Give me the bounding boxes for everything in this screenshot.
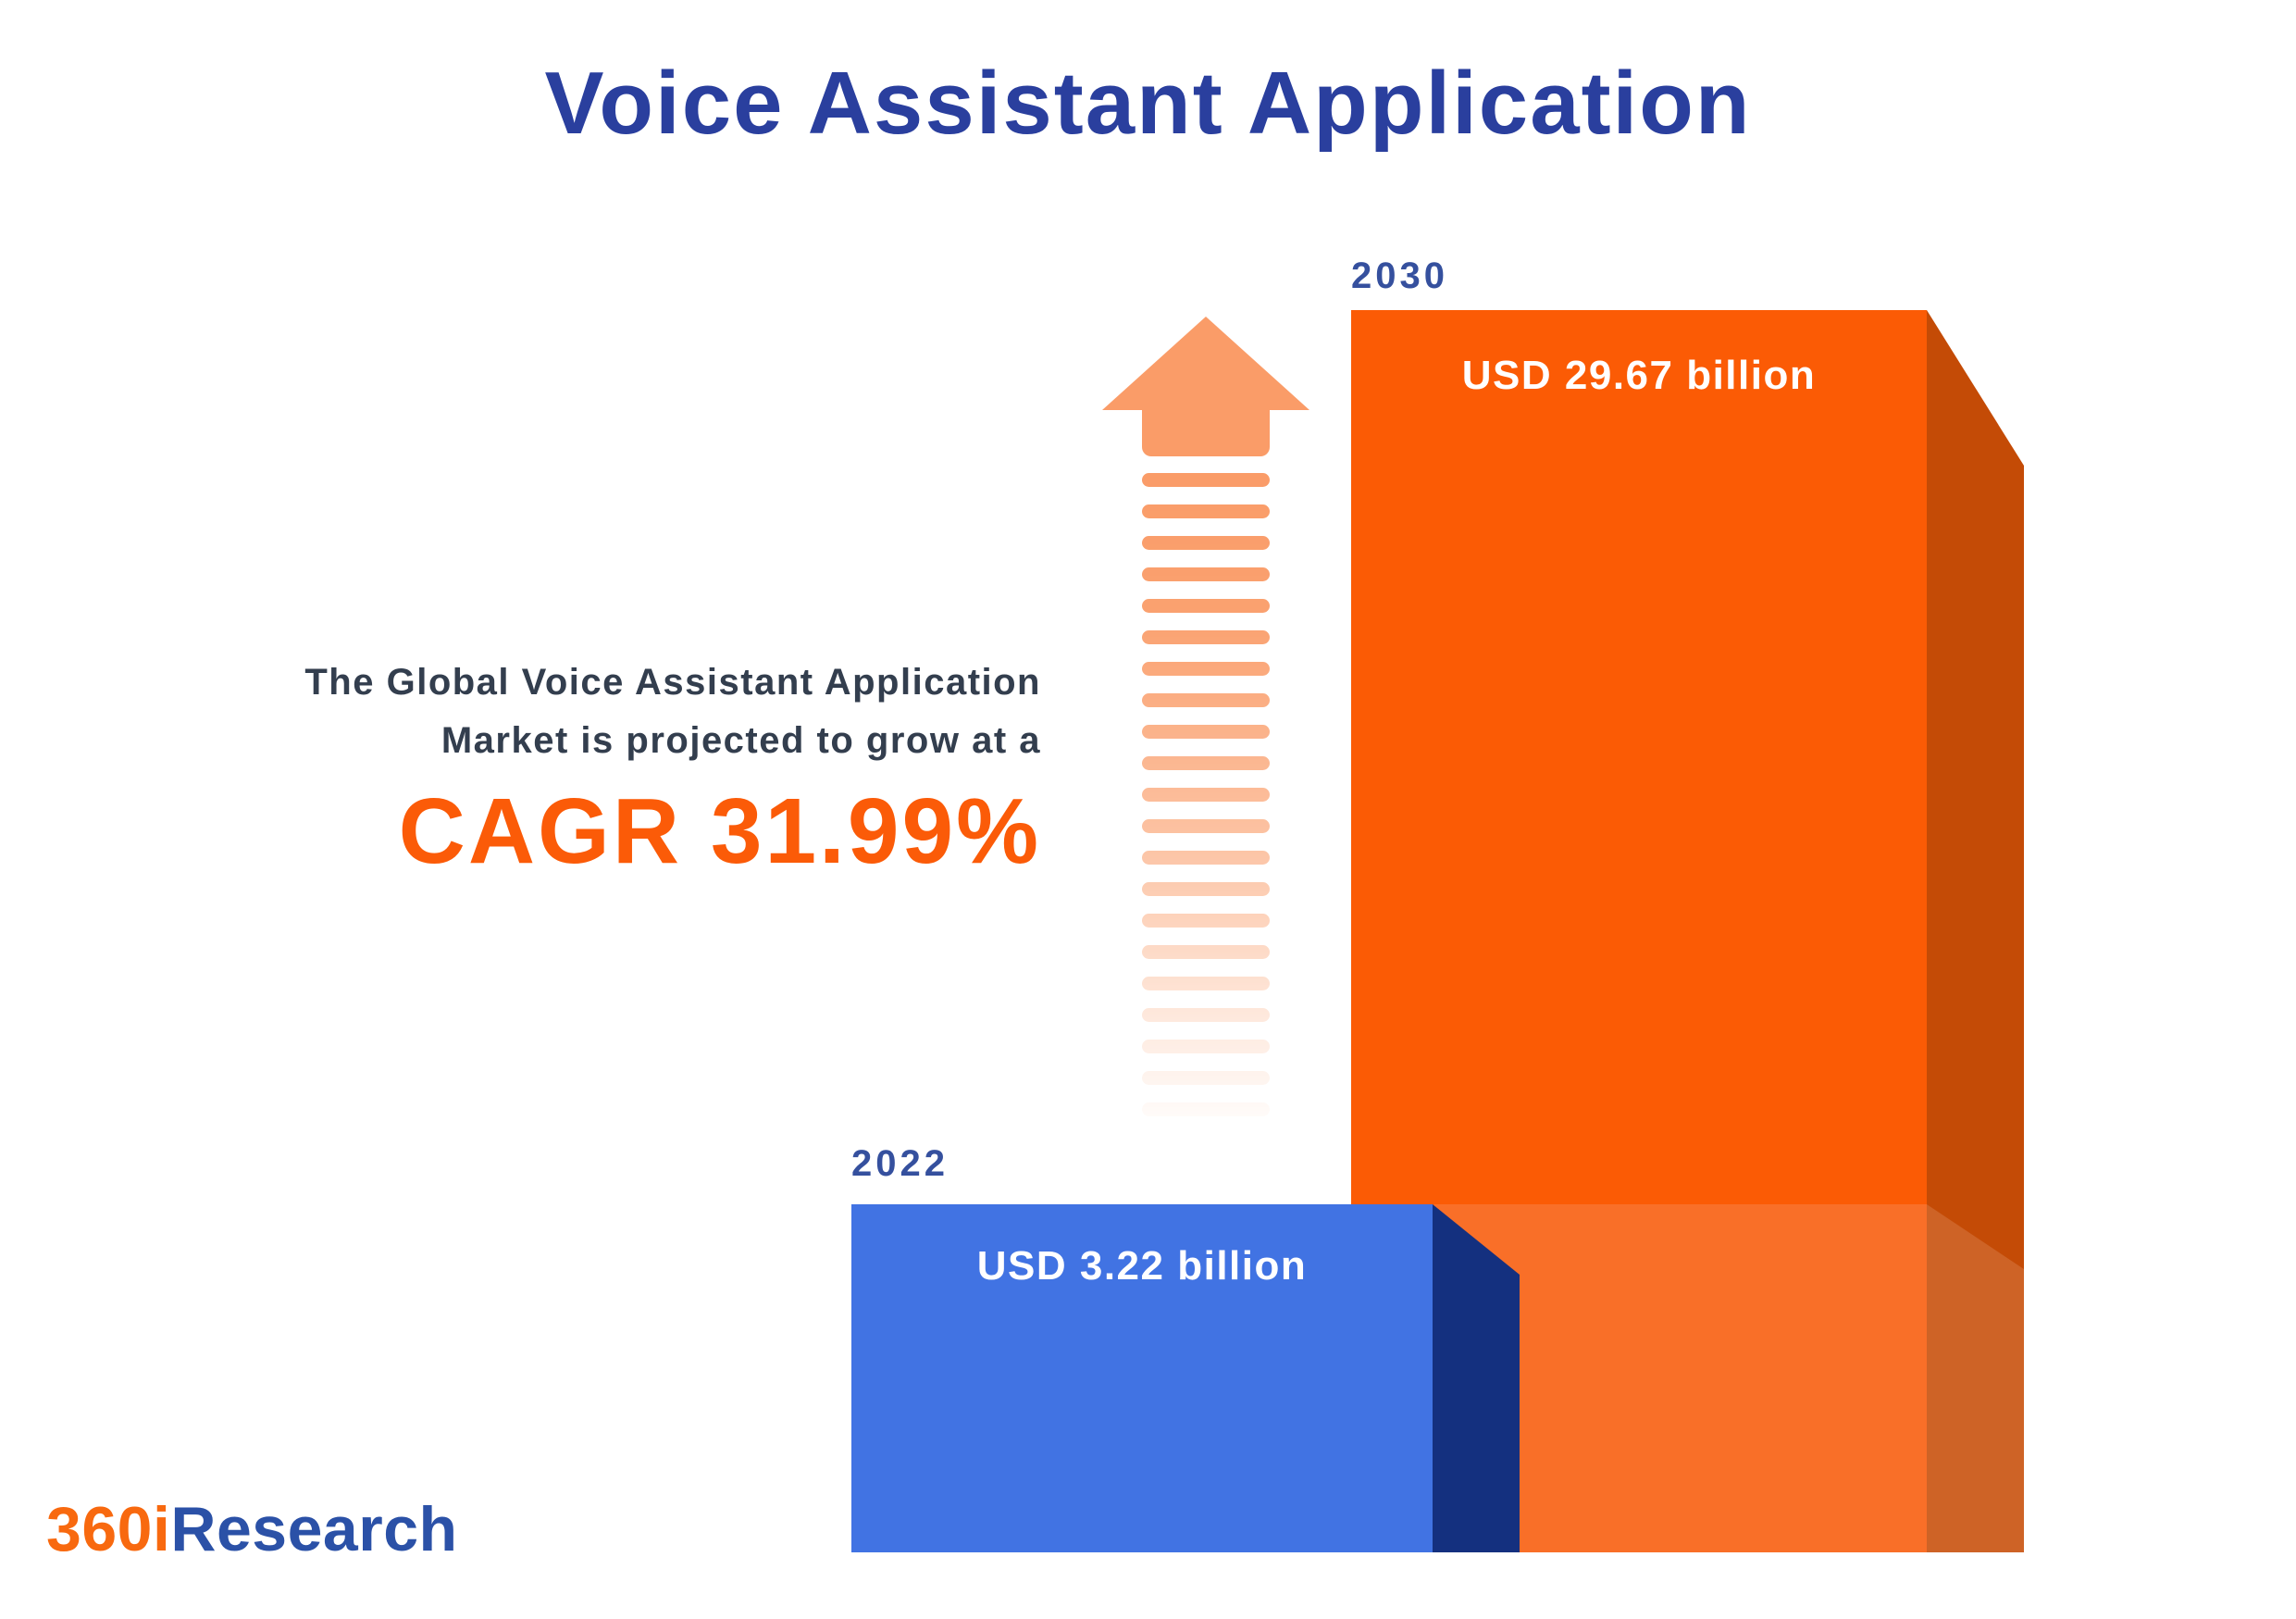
bar-2030-side-face-lower-overlay — [1927, 1204, 2024, 1552]
logo-360iresearch: 360iResearch — [46, 1498, 458, 1561]
bar-2022-year-label: 2022 — [851, 1143, 949, 1184]
annotation-line-1: The Global Voice Assistant Application — [304, 662, 1041, 703]
arrow-head-icon — [1102, 317, 1309, 410]
chart-title: Voice Assistant Application — [544, 54, 1752, 153]
bar-2030-year-label: 2030 — [1351, 255, 1448, 296]
logo-research-part: Research — [170, 1494, 458, 1564]
logo-360i-part: 360i — [46, 1494, 171, 1564]
bar-2022-front-face — [851, 1204, 1433, 1552]
market-annotation: The Global Voice Assistant Application M… — [0, 654, 1041, 878]
arrow-neck — [1142, 410, 1270, 456]
growth-arrow-icon — [1102, 317, 1309, 1134]
bar-2022-value-label: USD 3.22 billion — [976, 1243, 1308, 1289]
annotation-line-2: Market is projected to grow at a — [441, 720, 1041, 761]
arrow-dashes — [1142, 473, 1270, 1116]
cagr-value: CAGR 31.99% — [398, 779, 1041, 883]
bar-2030-value-label: USD 29.67 billion — [1461, 353, 1817, 398]
